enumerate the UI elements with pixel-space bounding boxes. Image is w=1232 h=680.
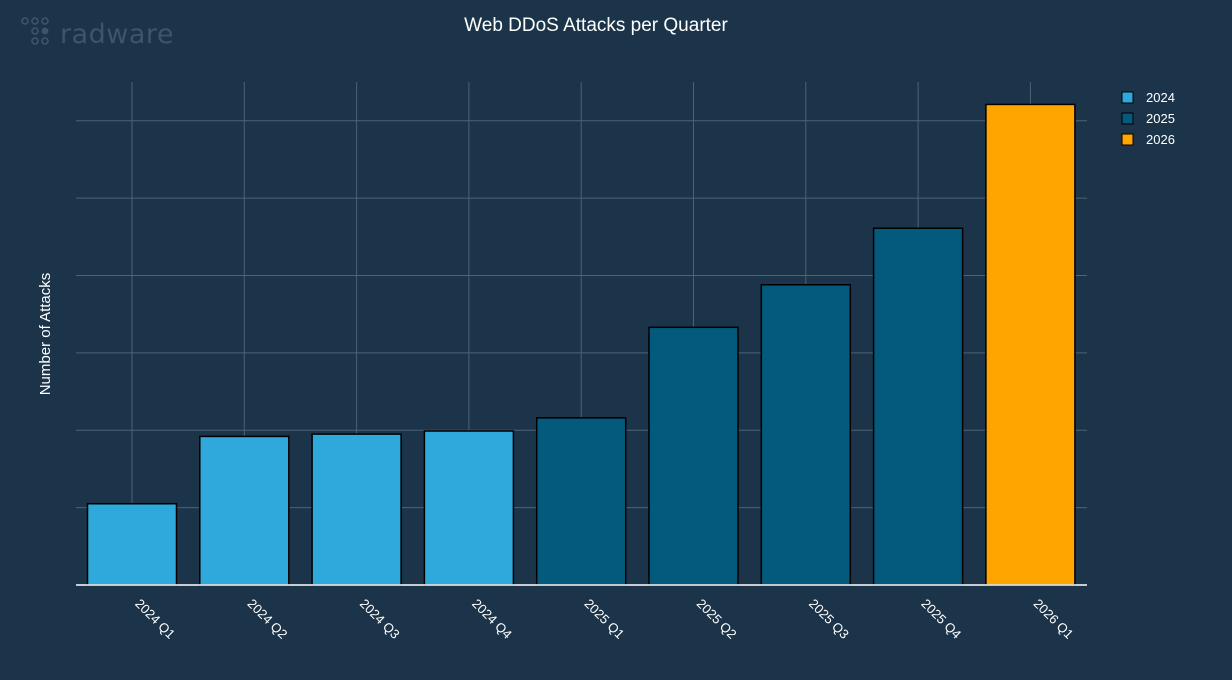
x-tick-label: 2026 Q1 (1031, 596, 1077, 642)
x-tick-label: 2024 Q2 (245, 596, 291, 642)
x-tick-label: 2024 Q1 (132, 596, 178, 642)
x-tick-labels: 2024 Q1 2024 Q2 2024 Q3 2024 Q4 2025 Q1 2025 … (132, 596, 1076, 642)
legend-label: 2026 (1146, 132, 1175, 147)
bar (86, 502, 178, 586)
logo-dots-icon (21, 17, 49, 45)
y-axis-label: Number of Attacks (37, 273, 54, 396)
logo-text: radware (60, 19, 174, 50)
chart-title: Web DDoS Attacks per Quarter (464, 15, 728, 36)
bar (199, 435, 290, 586)
x-tick-label: 2025 Q3 (806, 596, 852, 642)
legend-label: 2025 (1146, 111, 1175, 126)
legend-label: 2024 (1146, 90, 1175, 105)
bar (648, 326, 739, 586)
legend-swatch (1121, 91, 1134, 104)
bar (423, 430, 515, 586)
bar (535, 417, 627, 586)
bar (872, 227, 964, 586)
bars (86, 103, 1076, 586)
bar (311, 433, 402, 586)
bar (985, 103, 1076, 586)
legend-swatch (1121, 112, 1134, 125)
legend: 2024 2025 2026 (1121, 90, 1175, 147)
bar (760, 283, 852, 586)
x-tick-label: 2025 Q2 (694, 596, 740, 642)
x-tick-label: 2025 Q1 (581, 596, 627, 642)
x-tick-label: 2024 Q4 (469, 596, 515, 642)
legend-swatch (1121, 133, 1134, 146)
x-tick-label: 2024 Q3 (357, 596, 403, 642)
x-tick-label: 2025 Q4 (918, 596, 964, 642)
radware-logo: radware (21, 17, 174, 50)
